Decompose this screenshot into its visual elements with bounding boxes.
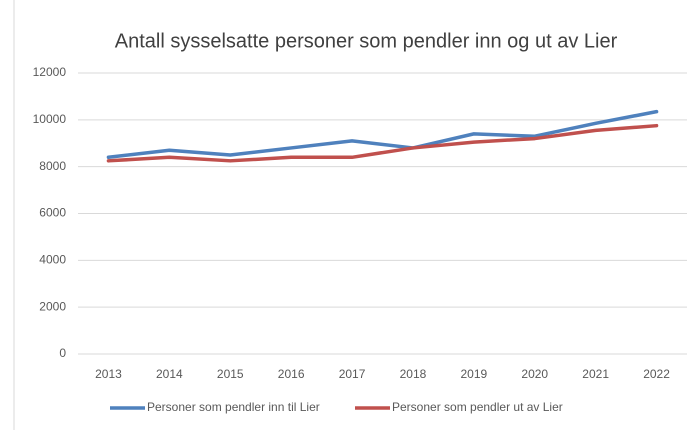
series-line	[106, 109, 659, 160]
y-tick-label: 4000	[39, 253, 66, 267]
y-tick-label: 2000	[39, 299, 66, 313]
y-tick-label: 6000	[39, 206, 66, 220]
x-tick-label: 2021	[582, 367, 609, 381]
legend-label: Personer som pendler inn til Lier	[147, 400, 320, 414]
y-tick-label: 12000	[33, 65, 67, 79]
series-line	[106, 123, 659, 163]
x-tick-label: 2020	[521, 367, 548, 381]
y-tick-label: 8000	[39, 159, 66, 173]
y-tick-label: 10000	[33, 112, 67, 126]
chart-title: Antall sysselsatte personer som pendler …	[115, 30, 618, 52]
x-tick-label: 2017	[339, 367, 366, 381]
x-tick-label: 2019	[460, 367, 487, 381]
x-tick-label: 2014	[156, 367, 183, 381]
x-tick-label: 2015	[217, 367, 244, 381]
x-tick-label: 2022	[643, 367, 670, 381]
x-tick-label: 2013	[95, 367, 122, 381]
legend-label: Personer som pendler ut av Lier	[392, 400, 563, 414]
x-tick-label: 2016	[278, 367, 305, 381]
y-tick-label: 0	[59, 346, 66, 360]
x-tick-label: 2018	[400, 367, 427, 381]
